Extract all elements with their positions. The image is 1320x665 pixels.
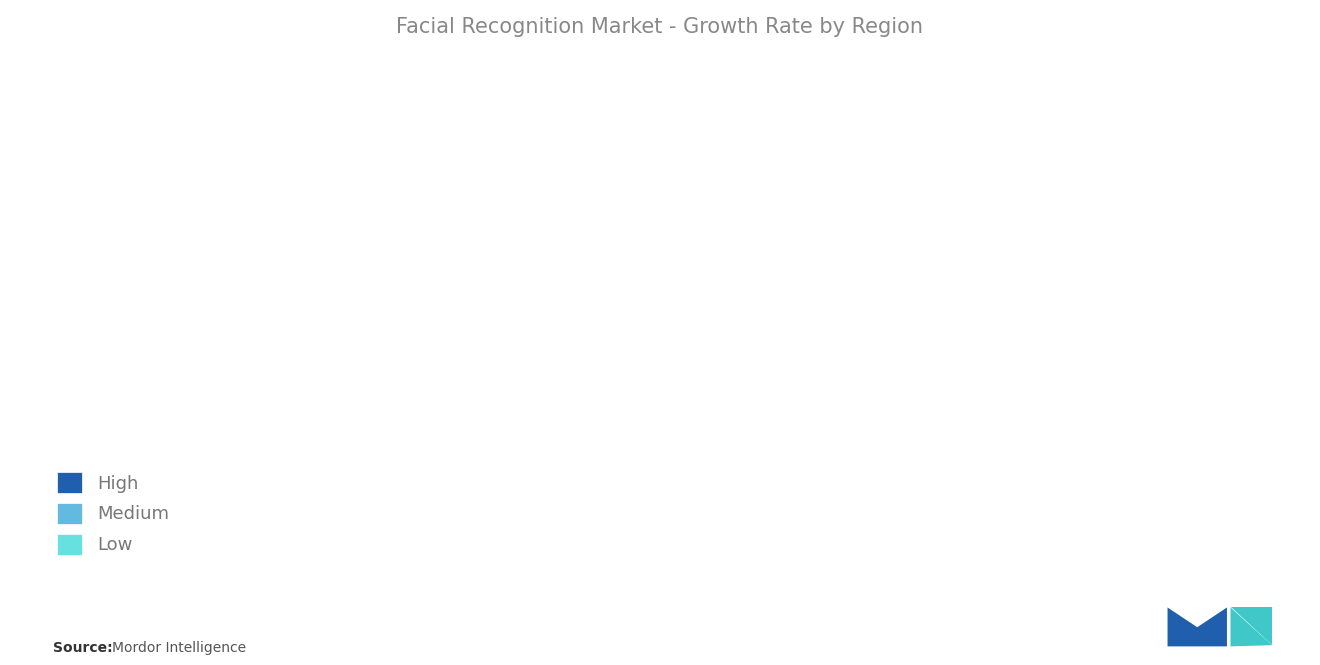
Title: Facial Recognition Market - Growth Rate by Region: Facial Recognition Market - Growth Rate … (396, 17, 924, 37)
Text: Mordor Intelligence: Mordor Intelligence (112, 641, 247, 655)
Text: Source:: Source: (53, 641, 112, 655)
Legend: High, Medium, Low: High, Medium, Low (48, 464, 178, 564)
Polygon shape (1167, 608, 1226, 646)
Polygon shape (1230, 608, 1272, 646)
Polygon shape (1230, 608, 1272, 645)
